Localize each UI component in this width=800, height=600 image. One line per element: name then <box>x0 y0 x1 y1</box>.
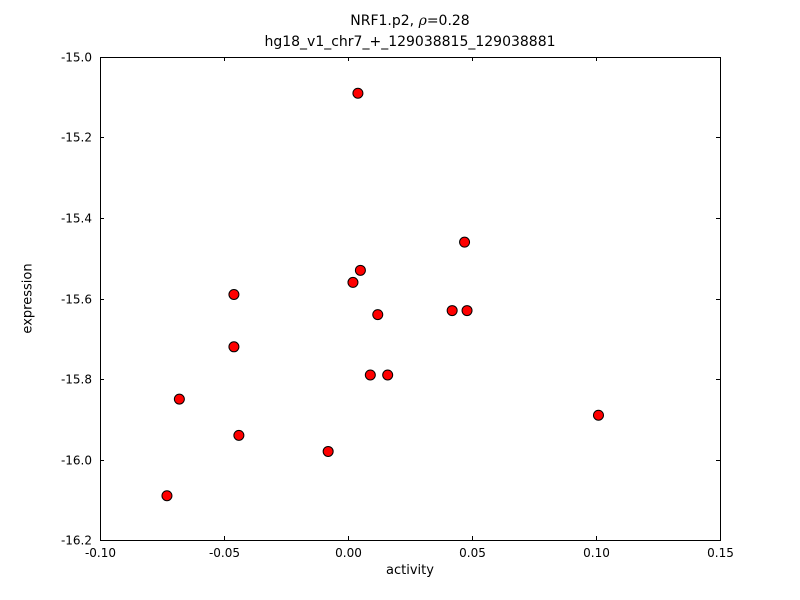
x-tick-label: 0.10 <box>583 546 610 560</box>
data-point <box>461 305 473 317</box>
x-tick-label: -0.10 <box>85 546 116 560</box>
data-point <box>228 341 240 353</box>
plot-frame <box>100 57 721 541</box>
data-point <box>228 288 240 300</box>
y-tick-label: -15.4 <box>61 212 92 226</box>
data-point <box>233 429 245 441</box>
data-point <box>161 490 173 502</box>
data-point <box>459 236 471 248</box>
chart-title-value: =0.28 <box>426 13 470 29</box>
x-axis-label: activity <box>386 563 434 578</box>
y-tick-label: -16.0 <box>61 454 92 468</box>
y-tick-label: -15.0 <box>61 51 92 65</box>
data-point <box>364 369 376 381</box>
y-tick-label: -15.2 <box>61 131 92 145</box>
data-point <box>347 276 359 288</box>
data-point <box>592 409 604 421</box>
chart-title-prefix: NRF1.p2, <box>350 13 419 29</box>
x-tick-label: 0.00 <box>335 546 362 560</box>
y-axis-label: expression <box>20 263 36 334</box>
x-tick-label: 0.05 <box>459 546 486 560</box>
data-point <box>382 369 394 381</box>
data-point <box>354 264 366 276</box>
data-point <box>352 87 364 99</box>
y-tick-label: -15.8 <box>61 373 92 387</box>
x-tick-label: 0.15 <box>707 546 734 560</box>
data-point <box>322 445 334 457</box>
rho-symbol: ρ <box>418 13 427 29</box>
x-tick-label: -0.05 <box>209 546 240 560</box>
chart-title: NRF1.p2, ρ=0.28 <box>100 12 720 30</box>
data-point <box>446 305 458 317</box>
y-tick-label: -16.2 <box>61 534 92 548</box>
data-point <box>372 309 384 321</box>
chart-subtitle: hg18_v1_chr7_+_129038815_129038881 <box>264 34 556 50</box>
y-tick-label: -15.6 <box>61 293 92 307</box>
data-point <box>173 393 185 405</box>
